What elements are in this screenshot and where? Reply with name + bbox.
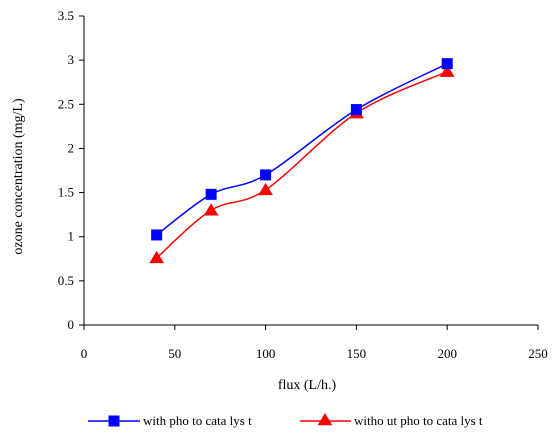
y-tick-label: 3: [68, 52, 75, 67]
legend-triangle-marker: [317, 413, 333, 426]
legend-label-without-photocatalyst: witho ut pho to cata lys t: [354, 413, 483, 428]
legend: with pho to cata lys t witho ut pho to c…: [88, 413, 483, 428]
y-tick-label: 1.5: [58, 185, 74, 200]
y-tick-label: 2.5: [58, 96, 74, 111]
data-point-triangle: [149, 250, 164, 264]
data-point-triangle: [203, 203, 219, 216]
series-layer: [149, 58, 455, 264]
y-ticks: 0 0.5 1 1.5 2 2.5 3 3.5: [58, 8, 84, 332]
y-tick-label: 0.5: [58, 273, 74, 288]
x-tick-label: 250: [528, 346, 548, 361]
data-point-triangle: [439, 64, 455, 77]
legend-item-with-photocatalyst: with pho to cata lys t: [88, 413, 252, 428]
y-tick-label: 1: [68, 229, 75, 244]
data-point-square: [151, 229, 163, 241]
data-point-square: [441, 58, 453, 70]
series-line-without-photocatalyst: [156, 70, 448, 259]
y-tick-label: 0: [68, 317, 75, 332]
data-point-square: [350, 104, 362, 116]
x-axis-title: flux (L/h.): [278, 378, 337, 393]
x-tick-label: 150: [347, 346, 367, 361]
x-tick-label: 0: [81, 346, 88, 361]
x-tick-label: 200: [437, 346, 457, 361]
x-ticks: 0 50 100 150 200 250: [81, 325, 548, 361]
y-tick-label: 3.5: [58, 8, 74, 23]
legend-label-with-photocatalyst: with pho to cata lys t: [143, 413, 252, 428]
data-point-triangle: [258, 182, 273, 196]
axes: [83, 16, 538, 326]
data-point-square: [260, 169, 272, 181]
y-tick-label: 2: [68, 140, 75, 155]
data-point-square: [205, 188, 217, 200]
x-tick-label: 100: [256, 346, 276, 361]
legend-square-marker: [108, 415, 120, 427]
legend-item-without-photocatalyst: witho ut pho to cata lys t: [300, 413, 483, 428]
series-line-with-photocatalyst: [156, 63, 448, 236]
y-axis-title: ozone concentration (mg/L): [11, 98, 26, 255]
x-tick-label: 50: [168, 346, 181, 361]
